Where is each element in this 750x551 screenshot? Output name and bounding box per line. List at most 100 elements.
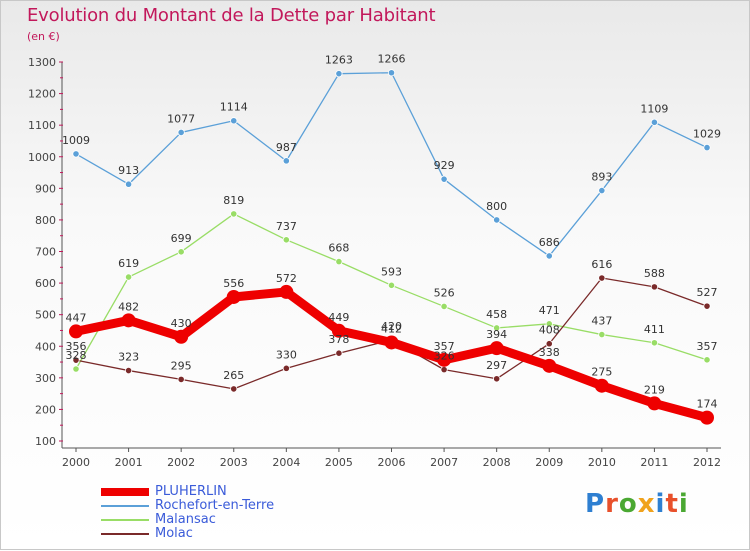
data-point	[279, 284, 294, 299]
x-tick-label: 2005	[325, 456, 353, 469]
data-label: 219	[644, 383, 665, 396]
data-label: 357	[697, 340, 718, 353]
data-label: 527	[697, 286, 718, 299]
legend-label: PLUHERLIN	[155, 484, 227, 499]
data-point	[700, 410, 714, 425]
legend-swatch	[101, 505, 149, 507]
data-point	[282, 364, 290, 372]
data-label: 449	[328, 311, 349, 324]
data-point	[598, 274, 606, 282]
x-tick-label: 2004	[272, 456, 300, 469]
proxiti-logo: Proxiti	[585, 489, 689, 519]
data-point	[72, 365, 80, 373]
data-point	[124, 366, 133, 375]
data-label: 1266	[378, 53, 406, 66]
data-point	[437, 352, 452, 367]
data-point	[545, 340, 553, 348]
x-tick-label: 2003	[220, 456, 248, 469]
data-point	[124, 180, 133, 188]
data-label: 556	[223, 277, 244, 290]
legend-swatch	[101, 533, 149, 535]
data-point	[598, 330, 606, 339]
y-tick-label: 200	[35, 403, 56, 416]
data-point	[69, 324, 83, 339]
data-point	[545, 252, 553, 260]
data-point	[493, 324, 501, 332]
y-tick-label: 800	[35, 214, 56, 227]
data-label: 328	[66, 349, 87, 362]
x-tick-label: 2008	[483, 456, 511, 469]
data-label: 338	[539, 346, 560, 359]
data-label: 819	[223, 194, 244, 207]
data-label: 412	[381, 322, 402, 335]
data-label: 326	[434, 350, 455, 363]
data-point	[650, 339, 659, 347]
x-tick-label: 2009	[535, 456, 563, 469]
data-label: 987	[276, 141, 297, 154]
legend-item: Malansac	[101, 513, 274, 527]
data-point	[335, 70, 343, 78]
data-point	[598, 186, 606, 195]
data-label: 588	[644, 267, 665, 280]
data-label: 458	[486, 308, 507, 321]
x-tick-label: 2001	[115, 456, 143, 469]
series-line-rochefort-en-terre	[75, 72, 708, 257]
data-label: 437	[591, 315, 612, 328]
data-label: 913	[118, 164, 139, 177]
legend-item: PLUHERLIN	[101, 485, 274, 499]
data-point	[542, 358, 557, 373]
data-label: 297	[486, 359, 507, 372]
legend-item: Rochefort-en-Terre	[101, 499, 274, 513]
data-point	[440, 175, 448, 183]
chart-title: Evolution du Montant de la Dette par Hab…	[27, 5, 436, 26]
data-label: 394	[486, 328, 507, 341]
data-point	[594, 378, 609, 393]
x-tick-label: 2010	[588, 456, 616, 469]
data-point	[650, 118, 659, 126]
x-tick-label: 2007	[430, 456, 458, 469]
data-label: 572	[276, 272, 297, 285]
data-label: 275	[591, 366, 612, 379]
data-label: 174	[697, 398, 718, 411]
data-label: 893	[591, 171, 612, 184]
data-point	[230, 117, 238, 125]
data-point	[703, 143, 711, 152]
y-tick-label: 1200	[28, 88, 56, 101]
data-point	[72, 356, 80, 364]
data-point	[440, 366, 448, 374]
x-tick-label: 2002	[167, 456, 195, 469]
data-point	[226, 289, 241, 304]
legend-item: Molac	[101, 527, 274, 541]
legend-swatch	[101, 519, 149, 521]
data-point	[384, 335, 399, 350]
data-point	[177, 248, 185, 256]
data-label: 526	[434, 286, 455, 299]
data-label: 800	[486, 200, 507, 213]
data-label: 699	[171, 232, 192, 245]
data-label: 668	[328, 242, 349, 255]
data-label: 471	[539, 304, 560, 317]
y-tick-label: 500	[35, 309, 56, 322]
data-label: 357	[434, 340, 455, 353]
chart-subtitle: (en €)	[27, 30, 60, 43]
data-label: 1077	[167, 112, 195, 125]
data-label: 1029	[693, 128, 721, 141]
data-label: 356	[66, 340, 87, 353]
data-label: 929	[434, 159, 455, 172]
data-label: 1263	[325, 54, 353, 67]
data-label: 330	[276, 348, 297, 361]
data-point	[174, 329, 189, 344]
data-label: 265	[223, 369, 244, 382]
chart-legend: PLUHERLIN Rochefort-en-Terre Malansac Molac	[101, 485, 274, 541]
data-point	[493, 216, 501, 224]
data-point	[331, 323, 346, 338]
data-label: 430	[171, 317, 192, 330]
data-label: 737	[276, 220, 297, 233]
legend-label: Malansac	[155, 512, 216, 527]
data-point	[282, 236, 290, 244]
x-tick-label: 2000	[62, 456, 90, 469]
data-point	[647, 396, 662, 411]
data-label: 378	[328, 333, 349, 346]
data-label: 411	[644, 323, 665, 336]
y-tick-label: 300	[35, 372, 56, 385]
